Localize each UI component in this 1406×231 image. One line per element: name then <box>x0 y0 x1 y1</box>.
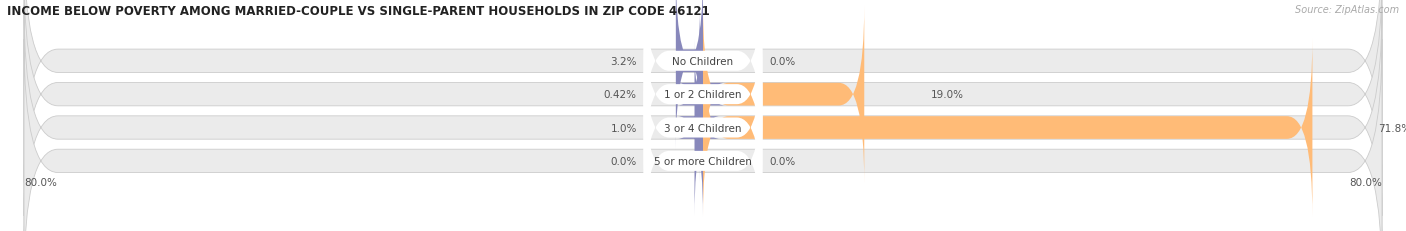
FancyBboxPatch shape <box>24 40 1382 231</box>
Text: INCOME BELOW POVERTY AMONG MARRIED-COUPLE VS SINGLE-PARENT HOUSEHOLDS IN ZIP COD: INCOME BELOW POVERTY AMONG MARRIED-COUPL… <box>7 5 710 18</box>
FancyBboxPatch shape <box>24 0 1382 216</box>
Text: 3.2%: 3.2% <box>610 57 637 67</box>
Text: 80.0%: 80.0% <box>24 177 56 187</box>
Text: 71.8%: 71.8% <box>1379 123 1406 133</box>
FancyBboxPatch shape <box>644 38 762 218</box>
FancyBboxPatch shape <box>644 71 762 231</box>
FancyBboxPatch shape <box>644 5 762 184</box>
Text: 1.0%: 1.0% <box>610 123 637 133</box>
FancyBboxPatch shape <box>678 6 725 183</box>
Text: 0.42%: 0.42% <box>603 90 637 100</box>
Text: No Children: No Children <box>672 57 734 67</box>
FancyBboxPatch shape <box>24 7 1382 231</box>
FancyBboxPatch shape <box>676 0 703 150</box>
Text: 0.0%: 0.0% <box>769 156 796 166</box>
FancyBboxPatch shape <box>703 6 865 183</box>
FancyBboxPatch shape <box>703 40 1312 216</box>
Text: Source: ZipAtlas.com: Source: ZipAtlas.com <box>1295 5 1399 15</box>
FancyBboxPatch shape <box>678 40 720 216</box>
FancyBboxPatch shape <box>24 0 1382 183</box>
Text: 5 or more Children: 5 or more Children <box>654 156 752 166</box>
Text: 3 or 4 Children: 3 or 4 Children <box>664 123 742 133</box>
Text: 1 or 2 Children: 1 or 2 Children <box>664 90 742 100</box>
Text: 19.0%: 19.0% <box>931 90 963 100</box>
Text: 0.0%: 0.0% <box>769 57 796 67</box>
Text: 0.0%: 0.0% <box>610 156 637 166</box>
Text: 80.0%: 80.0% <box>1350 177 1382 187</box>
FancyBboxPatch shape <box>644 0 762 151</box>
